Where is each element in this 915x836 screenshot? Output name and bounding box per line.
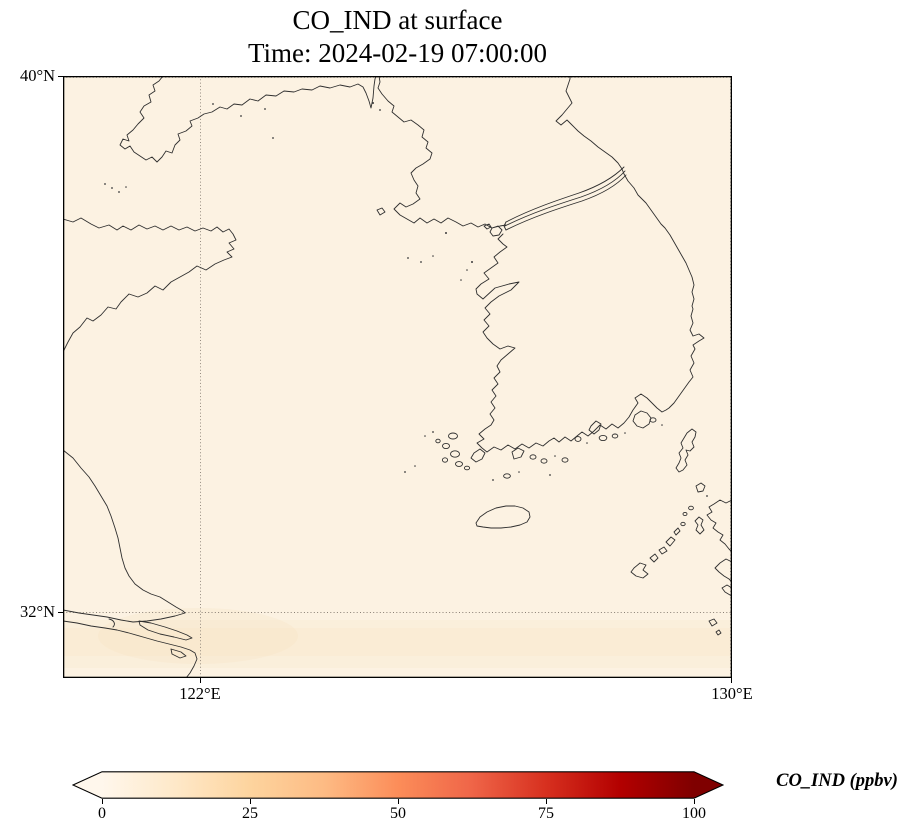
coast-kyushu-upper [706, 499, 733, 553]
colorbar-tick-50: 50 [390, 805, 406, 822]
figure-title: CO_IND at surface [292, 5, 503, 35]
xtick-label-130e: 130°E [711, 684, 753, 703]
islands-south-coast [503, 417, 657, 479]
island-ganghwa [489, 225, 503, 237]
map-canvas [62, 75, 733, 679]
coast-nk-west [377, 75, 507, 229]
island-jindo [470, 448, 486, 463]
coast-kyushu-nagasaki [714, 558, 733, 583]
island-geoje [632, 410, 652, 429]
coast-liaodong [119, 75, 377, 163]
figure-subtitle: Time: 2024-02-19 07:00:00 [247, 38, 548, 68]
island-baengnyeong [376, 207, 386, 216]
island-chongming [138, 620, 193, 641]
coast-sk-main [475, 75, 705, 453]
colorbar [72, 771, 724, 799]
colorbar-tick-0: 0 [98, 805, 106, 822]
gridlines [63, 76, 732, 678]
ytick-mark-32n [58, 611, 63, 613]
colorbar-gradient [72, 771, 724, 799]
island-gyodong [483, 223, 492, 230]
river-hook [108, 618, 115, 628]
islands-southwest-archipelago [435, 432, 471, 471]
island-goto-wakamatsu [658, 546, 668, 555]
map-frame [62, 75, 733, 679]
island-jeju [475, 505, 531, 529]
xtick-mark-130e [730, 678, 733, 683]
ytick-label-32n: 32°N [19, 602, 55, 621]
island-tsushima [675, 428, 697, 473]
coast-yangtze-south-shanghai [62, 620, 198, 679]
coastlines-china [62, 75, 377, 679]
islet-south-2 [715, 629, 722, 636]
ytick-mark-40n [58, 75, 63, 77]
island-changxing [170, 648, 187, 659]
island-goto-naru [649, 553, 659, 563]
field-low-band [63, 608, 732, 668]
islet-dots [104, 102, 708, 497]
island-wando [511, 447, 525, 460]
island-goto-nakadori [665, 536, 676, 547]
islet-south-1 [708, 618, 718, 627]
island-goto-fukue [630, 562, 649, 579]
colorbar-tick-100: 100 [682, 805, 706, 822]
colorbar-tickmark-25 [249, 799, 251, 804]
dmz-border [503, 166, 627, 231]
islets-kyushu-nw [680, 505, 694, 527]
ytick-label-40n: 40°N [19, 66, 55, 85]
island-hirado [694, 516, 705, 535]
colorbar-label: CO_IND (ppbv) [776, 771, 898, 791]
xtick-label-122e: 122°E [179, 684, 221, 703]
colorbar-tickmark-50 [397, 799, 399, 804]
colorbar-tickmark-100 [693, 799, 695, 804]
island-goto-sliver [673, 527, 681, 536]
map-plot [62, 75, 733, 679]
island-namhae [588, 420, 602, 435]
coastlines-japan [630, 428, 733, 636]
island-iki [695, 482, 706, 493]
xtick-mark-122e [199, 678, 201, 683]
coast-shandong [62, 217, 237, 353]
coastlines-korea [376, 75, 705, 529]
colorbar-tick-75: 75 [538, 805, 554, 822]
colorbar-tickmark-0 [101, 799, 103, 804]
coast-kyushu-lower [721, 584, 733, 597]
coast-jiangsu-yangtze-north [62, 449, 186, 623]
colorbar-tick-25: 25 [242, 805, 258, 822]
field-background [63, 76, 732, 678]
colorbar-tickmark-75 [545, 799, 547, 804]
